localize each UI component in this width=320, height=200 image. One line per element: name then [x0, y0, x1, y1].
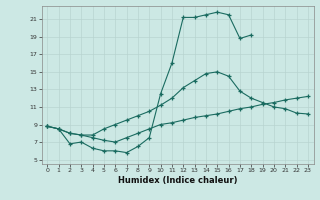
X-axis label: Humidex (Indice chaleur): Humidex (Indice chaleur) [118, 176, 237, 185]
